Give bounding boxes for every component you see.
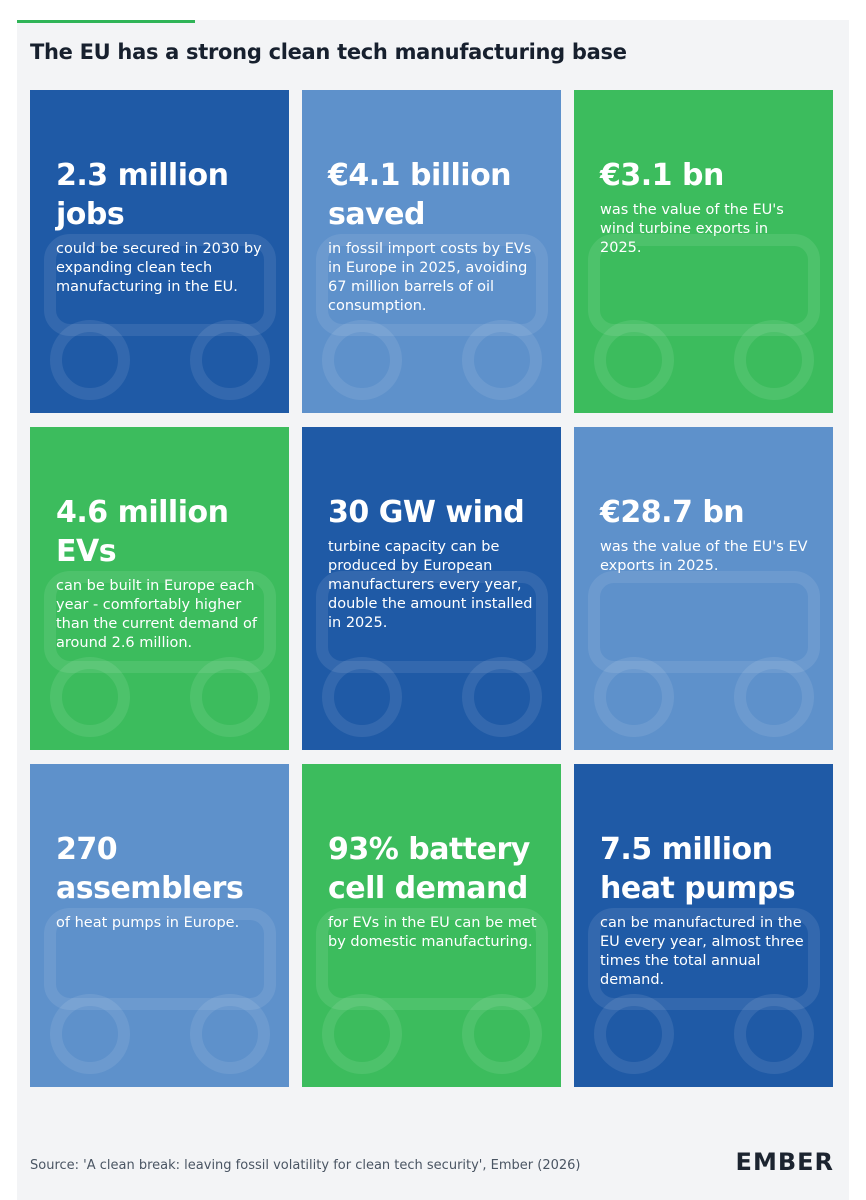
stat-headline: 2.3 million jobs [56, 158, 229, 232]
stat-headline: 30 GW wind [328, 495, 525, 530]
stat-headline: €4.1 billion saved [328, 158, 512, 232]
stat-description: turbine capacity can be produced by Euro… [328, 539, 533, 631]
stat-description: was the value of the EU's wind turbine e… [600, 202, 784, 256]
background-icon [588, 234, 820, 400]
stat-tile: 4.6 million EVs can be built in Europe ea… [30, 427, 289, 750]
title: The EU has a strong clean tech manufactu… [30, 40, 627, 64]
background-icon [44, 571, 276, 737]
stat-headline: 270 assemblers [56, 832, 244, 906]
stat-tile: €4.1 billion saved in fossil import costs… [302, 90, 561, 413]
background-icon [588, 908, 820, 1074]
stat-tile: 30 GW wind turbine capacity can be produc… [302, 427, 561, 750]
stat-description: for EVs in the EU can be met by domestic… [328, 915, 537, 950]
source: Source: 'A clean break: leaving fossil v… [30, 1158, 581, 1173]
background-icon [588, 571, 820, 737]
background-icon [44, 908, 276, 1074]
stat-description: was the value of the EU's EV exports in … [600, 539, 808, 574]
stat-tile: 7.5 million heat pumps can be manufacture… [574, 764, 833, 1087]
stat-tile: €3.1 bn was the value of the EU's wind tu… [574, 90, 833, 413]
logo: EMBER [735, 1148, 834, 1176]
stat-headline: €3.1 bn [600, 158, 724, 193]
stat-tile: 93% battery cell demand for EVs in the EU… [302, 764, 561, 1087]
background-icon [44, 234, 276, 400]
stat-tile: 270 assemblers of heat pumps in Europe. [30, 764, 289, 1087]
stat-headline: 4.6 million EVs [56, 495, 229, 569]
stat-headline: €28.7 bn [600, 495, 745, 530]
stat-tile: 2.3 million jobs could be secured in 2030… [30, 90, 289, 413]
stat-description: can be built in Europe each year - comfo… [56, 578, 257, 651]
background-icon [316, 234, 548, 400]
stat-description: of heat pumps in Europe. [56, 915, 240, 931]
background-icon [316, 571, 548, 737]
stat-headline: 7.5 million heat pumps [600, 832, 796, 906]
stat-description: in fossil import costs by EVs in Europe … [328, 241, 532, 314]
background-icon [316, 908, 548, 1074]
accent-line [17, 20, 195, 23]
stat-tile: €28.7 bn was the value of the EU's EV exp… [574, 427, 833, 750]
stat-description: could be secured in 2030 by expanding cl… [56, 241, 262, 295]
stat-description: can be manufactured in the EU every year… [600, 915, 804, 988]
stat-headline: 93% battery cell demand [328, 832, 530, 906]
